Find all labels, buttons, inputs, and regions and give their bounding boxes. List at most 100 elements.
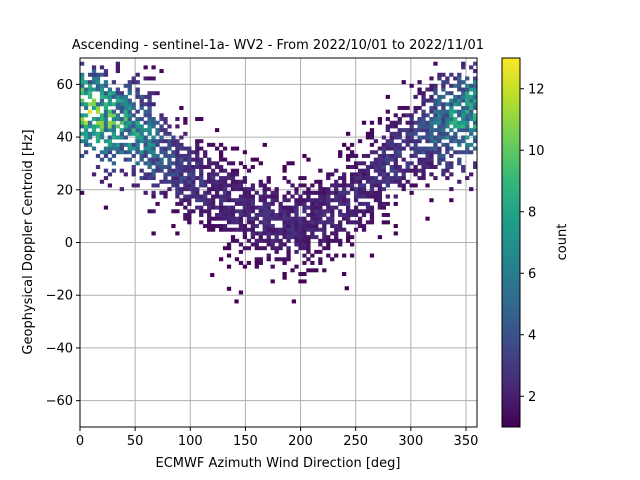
heatmap-cell	[401, 146, 406, 151]
heatmap-cell	[203, 190, 208, 195]
heatmap-cell	[207, 216, 212, 221]
heatmap-cell	[187, 165, 192, 169]
heatmap-cell	[171, 224, 176, 229]
heatmap-cell	[183, 153, 188, 158]
heatmap-cell	[207, 209, 212, 214]
heatmap-cell	[238, 290, 244, 295]
heatmap-cell	[95, 153, 101, 158]
heatmap-cell	[187, 168, 192, 173]
heatmap-cell	[326, 194, 331, 199]
heatmap-cell	[345, 231, 351, 236]
heatmap-cell	[139, 135, 144, 140]
heatmap-cell	[242, 179, 248, 184]
heatmap-cell	[389, 131, 394, 136]
heatmap-cell	[409, 183, 414, 188]
heatmap-cell	[203, 209, 208, 214]
heatmap-cell	[294, 201, 299, 206]
heatmap-cell	[465, 98, 470, 103]
heatmap-cell	[83, 142, 89, 147]
heatmap-cell	[453, 76, 458, 81]
heatmap-cell	[175, 187, 180, 192]
heatmap-cell	[179, 172, 184, 177]
heatmap-cell	[338, 176, 343, 181]
heatmap-cell	[127, 91, 132, 96]
heatmap-cell	[191, 187, 196, 192]
heatmap-cell	[131, 76, 136, 81]
heatmap-cell	[342, 187, 347, 192]
heatmap-cell	[282, 242, 287, 247]
heatmap-cell	[139, 105, 144, 110]
heatmap-cell	[286, 205, 291, 210]
heatmap-cell	[95, 120, 101, 125]
heatmap-cell	[397, 176, 402, 181]
heatmap-cell	[95, 135, 101, 140]
heatmap-cell	[218, 176, 224, 181]
heatmap-cell	[195, 176, 200, 181]
heatmap-cell	[238, 209, 244, 214]
heatmap-cell	[115, 135, 120, 140]
heatmap-cell	[175, 231, 180, 236]
heatmap-cell	[421, 146, 426, 151]
heatmap-cell	[429, 76, 434, 81]
y-tick-label: 20	[56, 183, 73, 198]
heatmap-cell	[211, 179, 216, 184]
heatmap-cell	[457, 113, 462, 118]
heatmap-cell	[326, 176, 331, 181]
heatmap-cell	[433, 117, 438, 122]
heatmap-cell	[381, 179, 386, 184]
heatmap-cell	[290, 220, 295, 225]
heatmap-cell	[389, 176, 394, 181]
heatmap-cell	[457, 120, 462, 125]
heatmap-cell	[310, 183, 315, 188]
heatmap-cell	[286, 246, 291, 251]
heatmap-cell	[163, 165, 168, 169]
heatmap-cell	[306, 224, 311, 229]
heatmap-cell	[429, 120, 434, 125]
heatmap-cell	[298, 272, 303, 277]
heatmap-cell	[131, 102, 136, 107]
heatmap-cell	[330, 205, 335, 210]
heatmap-cell	[87, 102, 93, 107]
heatmap-cell	[95, 105, 101, 110]
heatmap-cell	[99, 72, 105, 77]
heatmap-cell	[461, 80, 466, 85]
heatmap-cell	[413, 142, 418, 147]
heatmap-cell	[91, 65, 97, 70]
heatmap-cell	[338, 238, 343, 243]
heatmap-cell	[441, 135, 446, 140]
heatmap-cell	[147, 209, 152, 214]
heatmap-cell	[187, 157, 192, 162]
heatmap-cell	[238, 187, 244, 192]
heatmap-cell	[250, 220, 255, 225]
heatmap-cell	[441, 94, 446, 99]
heatmap-cell	[369, 194, 375, 199]
heatmap-cell	[207, 157, 212, 162]
heatmap-cell	[445, 76, 450, 81]
heatmap-cell	[310, 227, 315, 232]
heatmap-cell	[270, 190, 275, 195]
heatmap-cell	[393, 224, 398, 229]
heatmap-cell	[119, 94, 124, 99]
heatmap-cell	[318, 190, 323, 195]
heatmap-cell	[87, 87, 93, 92]
heatmap-cell	[91, 76, 97, 81]
heatmap-cell	[218, 150, 224, 155]
heatmap-cell	[286, 249, 291, 254]
heatmap-cell	[131, 183, 136, 188]
heatmap-cell	[409, 120, 414, 125]
heatmap-cell	[433, 61, 438, 66]
heatmap-cell	[369, 183, 375, 188]
heatmap-cell	[91, 72, 97, 77]
heatmap-cell	[242, 165, 248, 169]
heatmap-cell	[167, 142, 172, 147]
heatmap-cell	[111, 113, 117, 118]
heatmap-cell	[230, 198, 236, 203]
heatmap-cell	[242, 194, 248, 199]
heatmap-cell	[393, 150, 398, 155]
heatmap-cell	[441, 87, 446, 92]
heatmap-cell	[274, 198, 279, 203]
heatmap-cell	[83, 150, 89, 155]
heatmap-cell	[314, 227, 319, 232]
heatmap-cell	[385, 161, 390, 166]
heatmap-cell	[302, 198, 307, 203]
